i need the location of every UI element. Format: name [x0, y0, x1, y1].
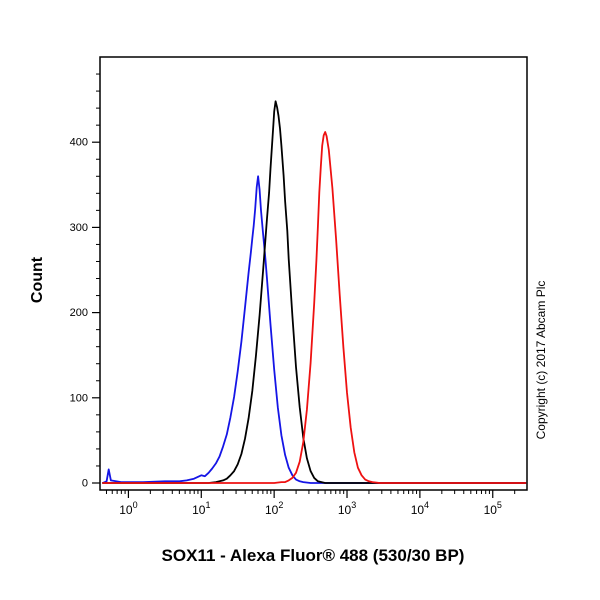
x-tick-label: 100	[119, 500, 137, 517]
copyright-text: Copyright (c) 2017 Abcam Plc	[534, 280, 548, 440]
x-tick-label: 101	[192, 500, 210, 517]
curve-red	[102, 131, 527, 484]
y-tick-label: 300	[70, 222, 88, 234]
y-tick-label: 100	[70, 392, 88, 404]
y-tick-label: 200	[70, 307, 88, 319]
plot-frame	[99, 56, 528, 491]
x-tick-label: 102	[265, 500, 283, 517]
curve-black	[102, 100, 527, 484]
curve-blue	[102, 175, 527, 484]
x-tick-label: 103	[338, 500, 356, 517]
y-tick-label: 0	[82, 478, 88, 490]
x-tick-label: 104	[411, 500, 429, 517]
x-axis-title: SOX11 - Alexa Fluor® 488 (530/30 BP)	[161, 546, 465, 565]
y-tick-label: 400	[70, 137, 88, 149]
x-tick-label: 105	[484, 500, 502, 517]
y-axis-title: Count	[29, 256, 46, 304]
